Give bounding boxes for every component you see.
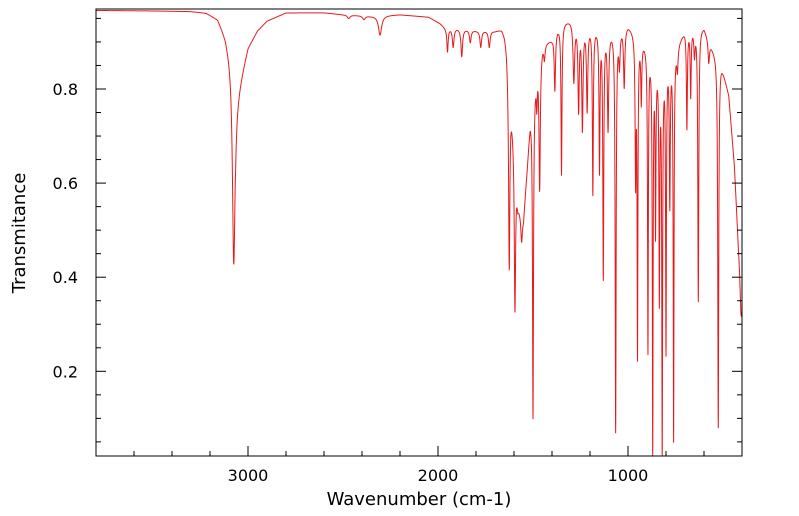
x-tick-label: 3000 — [228, 466, 269, 485]
x-tick-label: 2000 — [418, 466, 459, 485]
y-tick-label: 0.8 — [53, 80, 78, 99]
y-axis-title: Transmitance — [9, 173, 30, 295]
tick-labels: 3000 2000 1000 0.2 0.4 0.6 0.8 — [53, 80, 649, 485]
axis-ticks — [96, 17, 743, 456]
x-tick-label: 1000 — [608, 466, 649, 485]
spectrum-line — [95, 9, 743, 457]
y-tick-label: 0.2 — [53, 362, 78, 381]
y-tick-label: 0.4 — [53, 268, 78, 287]
y-tick-label: 0.6 — [53, 174, 78, 193]
spectrum-series — [95, 9, 743, 457]
plot-frame — [95, 8, 743, 457]
x-axis-title: Wavenumber (cm-1) — [327, 489, 512, 510]
